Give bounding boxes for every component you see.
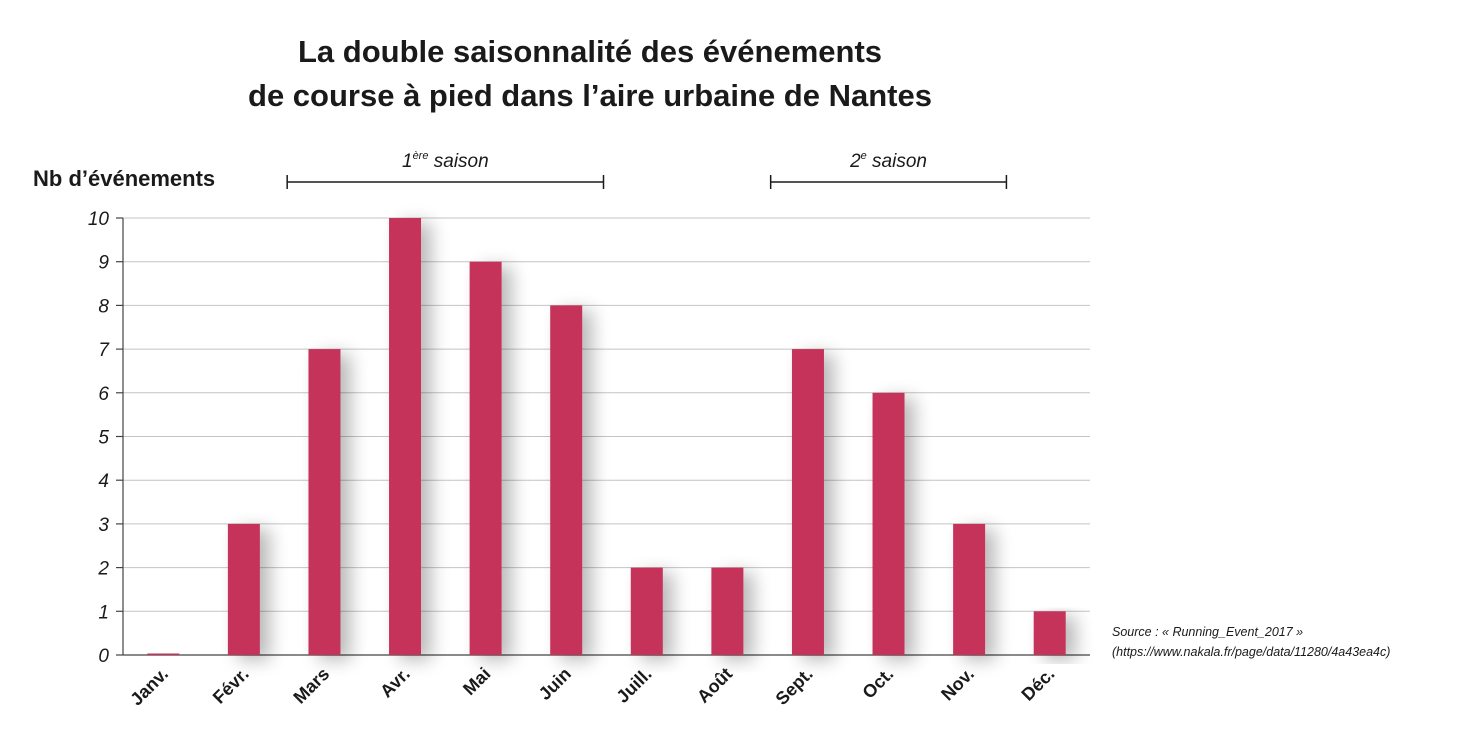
x-tick-label: Juin: [535, 664, 575, 704]
source-line-2: (https://www.nakala.fr/page/data/11280/4…: [1112, 645, 1390, 659]
bar: [953, 523, 986, 655]
gridlines: [116, 217, 1090, 656]
y-tick-label: 3: [98, 515, 109, 536]
season-bracket: 2e saison: [769, 150, 1008, 189]
bar: [630, 567, 663, 655]
bar: [1033, 611, 1066, 655]
bar: [550, 305, 583, 655]
y-tick-label: 10: [88, 209, 110, 230]
x-tick-label: Déc.: [1018, 664, 1059, 705]
y-tick-label: 6: [98, 384, 109, 405]
x-tick-label: Févr.: [209, 664, 253, 708]
season-brackets: 1ère saison 2e saison: [286, 150, 1008, 189]
bar: [227, 523, 260, 655]
x-tick-label: Juill.: [612, 664, 655, 707]
chart-title-line-1: La double saisonnalité des événements: [298, 34, 882, 69]
bar: [469, 261, 502, 655]
x-tick-label: Oct.: [858, 664, 897, 703]
x-tick-label: Janv.: [126, 664, 172, 710]
x-tick-label: Avr.: [376, 664, 414, 702]
y-tick-label: 9: [98, 253, 109, 274]
x-tick-label: Mai: [459, 664, 494, 699]
x-tick-labels: Janv. Févr. Mars Avr. Mai Juin Juill. Août Sept.…: [126, 664, 1058, 710]
y-tick-label: 4: [98, 471, 109, 492]
bar: [711, 567, 744, 655]
x-tick-label: Août: [693, 664, 736, 707]
y-tick-label: 5: [98, 428, 109, 449]
y-tick-label: 2: [97, 559, 109, 580]
chart-title-line-2: de course à pied dans l’aire urbaine de …: [248, 78, 932, 113]
season-label: 1ère saison: [402, 150, 489, 172]
bar: [147, 653, 180, 655]
y-axis-label: Nb d’événements: [33, 166, 215, 191]
bar: [791, 349, 824, 655]
source-line-1: Source : « Running_Event_2017 »: [1112, 625, 1303, 639]
x-tick-label: Nov.: [937, 664, 978, 705]
season-bracket: 1ère saison: [286, 150, 605, 189]
y-tick-labels: 0 1 2 3 4 5 6 7 8 9 10: [88, 209, 111, 667]
y-tick-label: 7: [98, 340, 110, 361]
bar: [872, 392, 905, 655]
y-tick-label: 1: [98, 602, 109, 623]
bars: [147, 218, 1066, 655]
y-tick-label: 0: [98, 646, 109, 667]
y-tick-label: 8: [98, 296, 109, 317]
season-label: 2e saison: [849, 150, 927, 172]
bar: [308, 349, 341, 655]
x-tick-label: Mars: [289, 664, 333, 708]
x-tick-label: Sept.: [772, 664, 817, 709]
bar: [389, 218, 422, 655]
